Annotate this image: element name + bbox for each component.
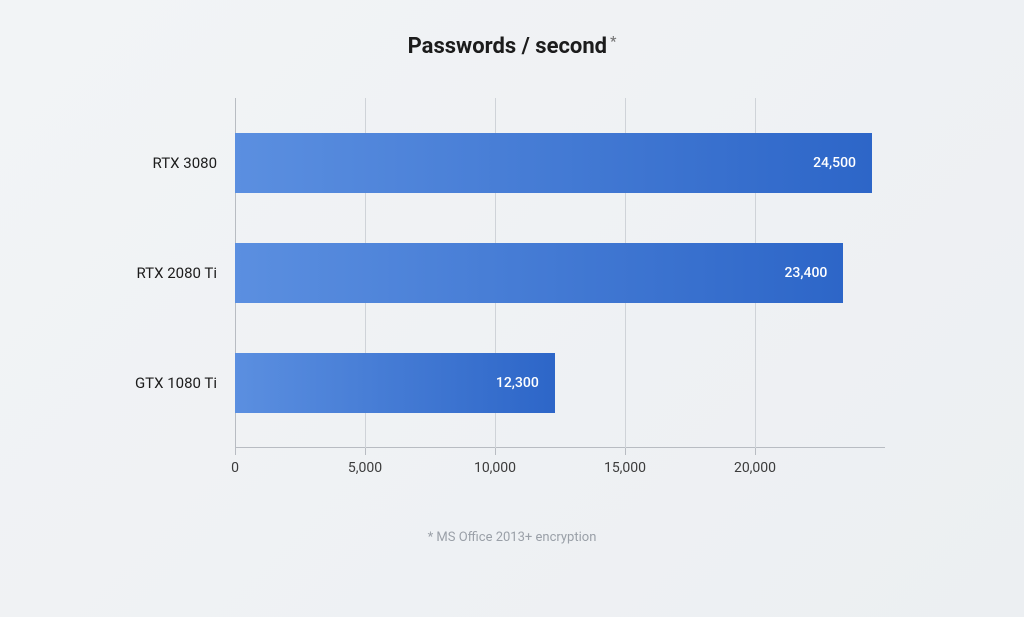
chart-container: Passwords / second* 05,00010,00015,00020… [0, 0, 1024, 617]
bar-value-label: 23,400 [784, 265, 827, 281]
chart-footnote: * MS Office 2013+ encryption [0, 530, 1024, 545]
plot-area: 05,00010,00015,00020,000RTX 308024,500RT… [235, 98, 885, 448]
chart-title-text: Passwords / second [408, 34, 607, 59]
xtick-mark [235, 448, 236, 455]
category-label: RTX 2080 Ti [137, 264, 217, 282]
asterisk-icon: * [610, 34, 616, 50]
category-label: RTX 3080 [153, 154, 217, 172]
xtick-mark [755, 448, 756, 455]
xtick-label: 10,000 [474, 460, 516, 476]
bar-slot: GTX 1080 Ti12,300 [235, 353, 885, 413]
bar: 12,300 [235, 353, 555, 413]
category-label: GTX 1080 Ti [135, 374, 217, 392]
xtick-mark [495, 448, 496, 455]
xtick-mark [365, 448, 366, 455]
chart-title: Passwords / second* [0, 34, 1024, 59]
xtick-label: 0 [231, 460, 239, 476]
xtick-label: 5,000 [348, 460, 382, 476]
bar-value-label: 24,500 [813, 155, 856, 171]
bar: 24,500 [235, 133, 872, 193]
bar-slot: RTX 308024,500 [235, 133, 885, 193]
xtick-mark [625, 448, 626, 455]
bar-slot: RTX 2080 Ti23,400 [235, 243, 885, 303]
bar-value-label: 12,300 [496, 375, 539, 391]
bar: 23,400 [235, 243, 843, 303]
xtick-label: 15,000 [604, 460, 646, 476]
xtick-label: 20,000 [734, 460, 776, 476]
